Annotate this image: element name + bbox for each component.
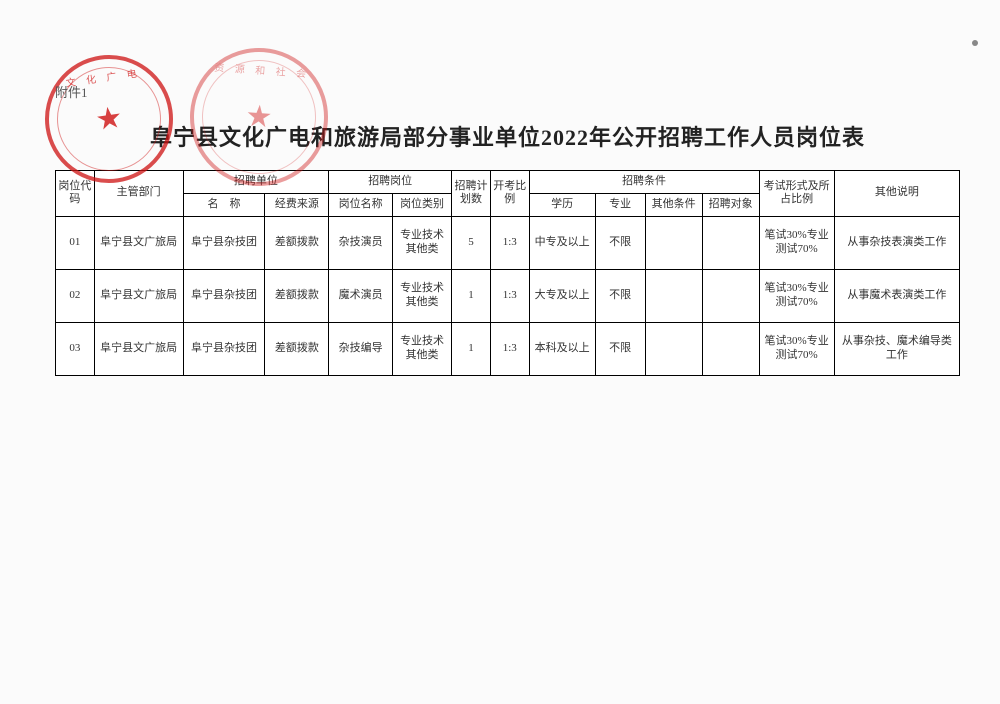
cell-exam: 笔试30%专业测试70% [759, 216, 834, 269]
cell-note: 从事魔术表演类工作 [834, 269, 959, 322]
cell-major: 不限 [595, 216, 645, 269]
cell-fund: 差额拨款 [265, 216, 329, 269]
page: 文 化 广 电 ★ 资 源 和 社 会 ★ 附件1 阜宁县文化广电和旅游局部分事… [0, 0, 1000, 704]
cell-dept: 阜宁县文广旅局 [94, 216, 183, 269]
th-post-group: 招聘岗位 [329, 171, 452, 194]
cell-code: 03 [56, 322, 95, 375]
cell-exam: 笔试30%专业测试70% [759, 269, 834, 322]
th-code: 岗位代码 [56, 171, 95, 217]
th-exam: 考试形式及所占比例 [759, 171, 834, 217]
cell-post-name: 杂技演员 [329, 216, 393, 269]
table-header: 岗位代码 主管部门 招聘单位 招聘岗位 招聘计划数 开考比例 招聘条件 考试形式… [56, 171, 960, 217]
cell-ratio: 1:3 [490, 322, 529, 375]
cell-unit: 阜宁县杂技团 [183, 322, 265, 375]
th-unit-group: 招聘单位 [183, 171, 329, 194]
cell-post-type: 专业技术其他类 [392, 216, 451, 269]
cell-edu: 中专及以上 [529, 216, 595, 269]
cell-fund: 差额拨款 [265, 269, 329, 322]
cell-unit: 阜宁县杂技团 [183, 216, 265, 269]
cell-other [645, 322, 702, 375]
th-other: 其他条件 [645, 193, 702, 216]
official-seal-2: 资 源 和 社 会 ★ [185, 43, 332, 190]
th-note: 其他说明 [834, 171, 959, 217]
th-target: 招聘对象 [702, 193, 759, 216]
cell-other [645, 216, 702, 269]
cell-dept: 阜宁县文广旅局 [94, 322, 183, 375]
cell-edu: 本科及以上 [529, 322, 595, 375]
cell-target [702, 216, 759, 269]
th-post-name: 岗位名称 [329, 193, 393, 216]
cell-major: 不限 [595, 322, 645, 375]
th-plan: 招聘计划数 [452, 171, 491, 217]
cell-target [702, 322, 759, 375]
cell-post-type: 专业技术其他类 [392, 269, 451, 322]
page-title: 阜宁县文化广电和旅游局部分事业单位2022年公开招聘工作人员岗位表 [55, 120, 960, 152]
th-major: 专业 [595, 193, 645, 216]
cell-code: 02 [56, 269, 95, 322]
cell-exam: 笔试30%专业测试70% [759, 322, 834, 375]
cell-plan: 1 [452, 322, 491, 375]
th-ratio: 开考比例 [490, 171, 529, 217]
cell-major: 不限 [595, 269, 645, 322]
cell-ratio: 1:3 [490, 216, 529, 269]
corner-dot [972, 40, 978, 46]
th-dept: 主管部门 [94, 171, 183, 217]
th-post-type: 岗位类别 [392, 193, 451, 216]
table-row: 01 阜宁县文广旅局 阜宁县杂技团 差额拨款 杂技演员 专业技术其他类 5 1:… [56, 216, 960, 269]
cell-ratio: 1:3 [490, 269, 529, 322]
positions-table: 岗位代码 主管部门 招聘单位 招聘岗位 招聘计划数 开考比例 招聘条件 考试形式… [55, 170, 960, 376]
th-unit-name: 名 称 [183, 193, 265, 216]
cell-fund: 差额拨款 [265, 322, 329, 375]
th-fund: 经费来源 [265, 193, 329, 216]
cell-plan: 5 [452, 216, 491, 269]
table-row: 02 阜宁县文广旅局 阜宁县杂技团 差额拨款 魔术演员 专业技术其他类 1 1:… [56, 269, 960, 322]
table-body: 01 阜宁县文广旅局 阜宁县杂技团 差额拨款 杂技演员 专业技术其他类 5 1:… [56, 216, 960, 375]
cell-note: 从事杂技表演类工作 [834, 216, 959, 269]
th-edu: 学历 [529, 193, 595, 216]
cell-post-type: 专业技术其他类 [392, 322, 451, 375]
cell-post-name: 杂技编导 [329, 322, 393, 375]
cell-dept: 阜宁县文广旅局 [94, 269, 183, 322]
cell-other [645, 269, 702, 322]
table-row: 03 阜宁县文广旅局 阜宁县杂技团 差额拨款 杂技编导 专业技术其他类 1 1:… [56, 322, 960, 375]
cell-edu: 大专及以上 [529, 269, 595, 322]
th-cond-group: 招聘条件 [529, 171, 759, 194]
cell-unit: 阜宁县杂技团 [183, 269, 265, 322]
cell-post-name: 魔术演员 [329, 269, 393, 322]
cell-target [702, 269, 759, 322]
cell-note: 从事杂技、魔术编导类工作 [834, 322, 959, 375]
cell-plan: 1 [452, 269, 491, 322]
cell-code: 01 [56, 216, 95, 269]
attachment-label: 附件1 [55, 82, 88, 101]
